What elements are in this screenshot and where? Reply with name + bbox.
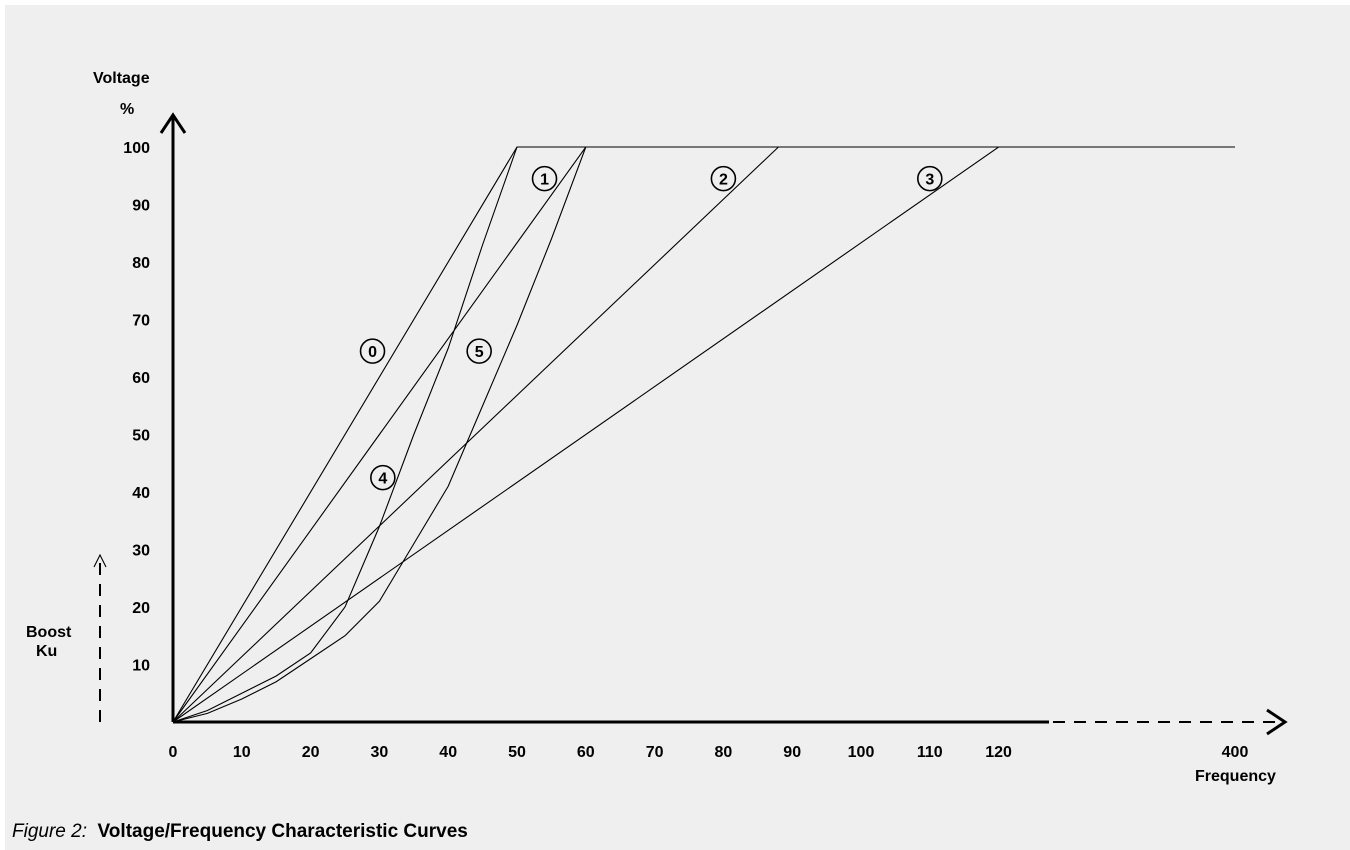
y-tick-label: 20 [132,600,150,617]
y-tick-label: 100 [123,140,150,157]
y-tick-label: 80 [132,255,150,272]
boost-label-line2: Ku [36,643,57,660]
boost-label-line1: Boost [26,624,72,641]
x-tick-label: 70 [646,744,664,761]
x-tick-label: 60 [577,744,595,761]
y-axis-label: Voltage [93,70,150,87]
caption-title: Voltage/Frequency Characteristic Curves [97,821,468,842]
x-tick-label: 110 [917,744,943,761]
curve-marker-4 [370,464,396,491]
x-tick-label: 400 [1222,744,1249,761]
labels-layer: Voltage % Frequency Boost Ku [26,70,1276,785]
x-tick-label: 0 [169,744,178,761]
y-tick-label: 30 [132,543,150,560]
figure-panel: 0 10 20 30 40 50 60 70 80 90 100 110 120 400 10 20 30 40 5… [5,5,1350,850]
curve-marker-2 [710,165,737,192]
y-tick-label: 10 [132,658,150,675]
curve-marker-0 [359,338,386,364]
curve-marker-label-5: 5 [475,344,484,361]
x-tick-label: 50 [508,744,526,761]
vf-chart: 0 10 20 30 40 50 60 70 80 90 100 110 120 400102030405… [26,70,1288,785]
curve-marker-label-2: 2 [719,172,728,189]
curve-3 [172,146,1235,723]
x-tick-label: 80 [715,744,733,761]
boost-arrow [93,553,107,568]
y-axis-unit: % [120,101,134,118]
markers-layer: 0 1 2 3 4 5 [359,165,943,491]
x-tick-label: 100 [848,744,875,761]
y-tick-label: 70 [132,313,150,330]
y-tick-label: 50 [132,428,150,445]
y-tick-label: 40 [132,485,150,502]
axes-layer [93,112,1288,736]
curve-5 [172,146,1235,723]
curve-marker-3 [916,165,943,192]
x-tick-label: 20 [302,744,320,761]
x-tick-label: 120 [985,744,1012,761]
y-tick-label: 90 [132,198,150,215]
figure-caption: Figure 2: Voltage/Frequency Characterist… [12,821,468,843]
x-axis-arrow [1266,708,1288,736]
curve-marker-label-3: 3 [925,172,934,189]
curve-2 [172,146,1235,723]
curve-4 [172,146,1235,723]
curve-marker-1 [531,165,558,192]
curve-marker-label-0: 0 [368,344,377,361]
curve-marker-label-1: 1 [540,172,549,189]
curve-1 [172,146,1235,723]
curves-layer [172,146,1235,723]
caption-prefix: Figure 2: [12,821,87,842]
x-tick-label: 90 [783,744,801,761]
curve-marker-5 [466,338,492,364]
x-tick-label: 40 [439,744,457,761]
curve-marker-label-4: 4 [378,471,387,488]
x-tick-label: 30 [371,744,389,761]
y-tick-label: 60 [132,370,150,387]
x-tick-label: 10 [233,744,251,761]
ticks-layer: 0 10 20 30 40 50 60 70 80 90 100 110 120 400102030405… [123,140,1248,761]
x-axis-label: Frequency [1195,768,1276,785]
curve-0 [172,146,1235,723]
y-axis-arrow [159,112,187,134]
